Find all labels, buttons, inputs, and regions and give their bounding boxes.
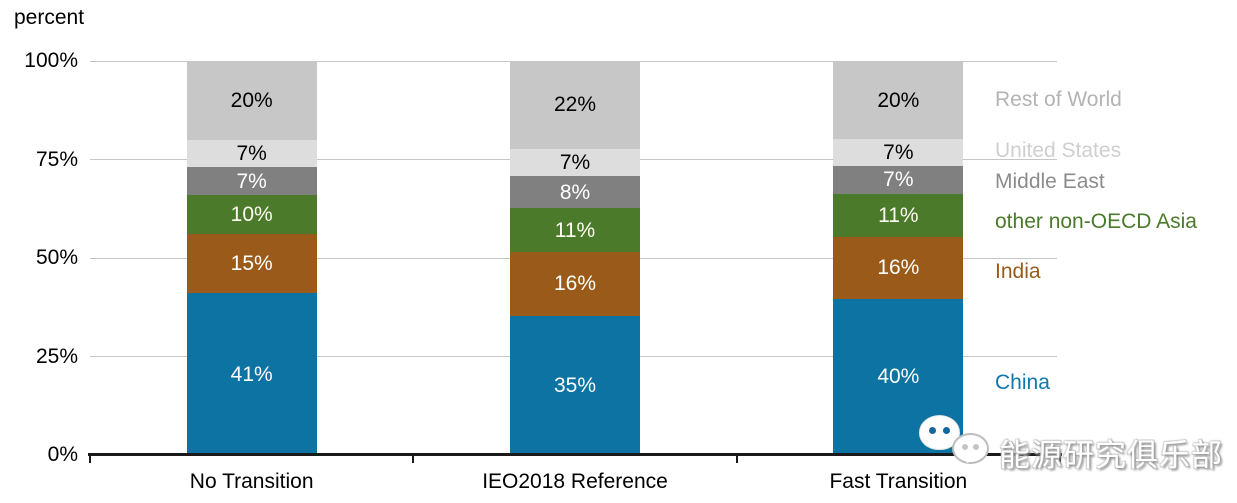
segment-india-fast-transition: 16% xyxy=(833,236,964,299)
y-axis-title: percent xyxy=(14,6,85,29)
segment-india-ieo2018-reference: 16% xyxy=(510,251,640,316)
legend-item-united-states: United States xyxy=(995,139,1122,162)
segment-label-other-non-oecd-asia-no-transition: 10% xyxy=(230,203,273,227)
segment-label-middle-east-no-transition: 7% xyxy=(236,169,267,193)
legend-item-rest-of-world: Rest of World xyxy=(995,88,1122,111)
bubble-eye-icon xyxy=(962,444,968,450)
x-axis-tick-1 xyxy=(412,455,415,463)
segment-middle-east-fast-transition: 7% xyxy=(833,166,964,194)
y-tick-label-25: 25% xyxy=(35,344,78,368)
y-tick-label-0: 0% xyxy=(47,443,78,466)
segment-label-india-fast-transition: 16% xyxy=(877,256,920,280)
legend-item-india: India xyxy=(995,260,1041,283)
x-axis-label-ieo2018-reference: IEO2018 Reference xyxy=(482,470,668,493)
wechat-icon xyxy=(915,406,990,468)
segment-label-china-no-transition: 41% xyxy=(230,362,273,386)
watermark-text: 能源研究俱乐部 xyxy=(999,438,1223,473)
segment-india-no-transition: 15% xyxy=(186,234,317,294)
x-axis-label-fast-transition: Fast Transition xyxy=(829,470,968,493)
segment-label-china-ieo2018-reference: 35% xyxy=(553,373,597,397)
legend-item-other-non-oecd-asia: other non-OECD Asia xyxy=(995,210,1197,233)
segment-label-other-non-oecd-asia-ieo2018-reference: 11% xyxy=(554,218,596,242)
segment-united-states-no-transition: 7% xyxy=(186,139,317,168)
legend-item-middle-east: Middle East xyxy=(995,170,1105,193)
segment-label-rest-of-world-fast-transition: 20% xyxy=(877,88,920,112)
segment-united-states-ieo2018-reference: 7% xyxy=(510,148,640,177)
bubble-eye-icon xyxy=(973,444,979,450)
segment-rest-of-world-no-transition: 20% xyxy=(186,61,317,140)
segment-label-rest-of-world-ieo2018-reference: 22% xyxy=(553,93,597,117)
segment-label-india-ieo2018-reference: 16% xyxy=(553,272,597,296)
segment-united-states-fast-transition: 7% xyxy=(833,139,964,167)
segment-label-middle-east-ieo2018-reference: 8% xyxy=(559,180,591,204)
segment-middle-east-no-transition: 7% xyxy=(186,167,317,195)
y-tick-label-75: 75% xyxy=(35,147,78,171)
segment-other-non-oecd-asia-no-transition: 10% xyxy=(186,194,317,235)
segment-label-united-states-no-transition: 7% xyxy=(236,142,267,166)
x-axis-tick-2 xyxy=(735,455,738,463)
segment-other-non-oecd-asia-ieo2018-reference: 11% xyxy=(510,208,640,252)
x-axis-label-no-transition: No Transition xyxy=(189,470,314,493)
bar-no-transition: 20% 7% 7% 10% 15% 41% xyxy=(186,61,317,455)
watermark: 能源研究俱乐部 xyxy=(915,406,1225,478)
bar-ieo2018-reference: 22% 7% 8% 11% 16% 35% xyxy=(510,61,640,455)
segment-label-rest-of-world-no-transition: 20% xyxy=(230,88,273,112)
segment-rest-of-world-fast-transition: 20% xyxy=(833,61,964,140)
segment-label-united-states-fast-transition: 7% xyxy=(883,141,914,165)
segment-china-no-transition: 41% xyxy=(186,293,317,455)
segment-label-united-states-ieo2018-reference: 7% xyxy=(559,150,591,174)
y-tick-label-100: 100% xyxy=(24,49,78,72)
bubble-eye-icon xyxy=(929,427,936,434)
legend-item-china: China xyxy=(995,371,1050,394)
x-axis-tick-3 xyxy=(1059,455,1061,463)
segment-china-ieo2018-reference: 35% xyxy=(510,315,640,455)
segment-middle-east-ieo2018-reference: 8% xyxy=(510,176,640,209)
segment-label-middle-east-fast-transition: 7% xyxy=(883,168,914,192)
segment-label-china-fast-transition: 40% xyxy=(877,365,920,389)
segment-rest-of-world-ieo2018-reference: 22% xyxy=(510,61,640,149)
y-tick-label-50: 50% xyxy=(35,246,78,269)
chat-bubble-small xyxy=(952,433,989,464)
x-axis-line xyxy=(88,453,1062,456)
segment-other-non-oecd-asia-fast-transition: 11% xyxy=(833,193,964,237)
segment-label-india-no-transition: 15% xyxy=(230,252,273,276)
segment-label-other-non-oecd-asia-fast-transition: 11% xyxy=(878,203,919,227)
bubble-eye-icon xyxy=(943,427,950,434)
bar-fast-transition: 20% 7% 7% 11% 16% 40% xyxy=(833,61,964,455)
x-axis-tick-0 xyxy=(89,455,91,463)
